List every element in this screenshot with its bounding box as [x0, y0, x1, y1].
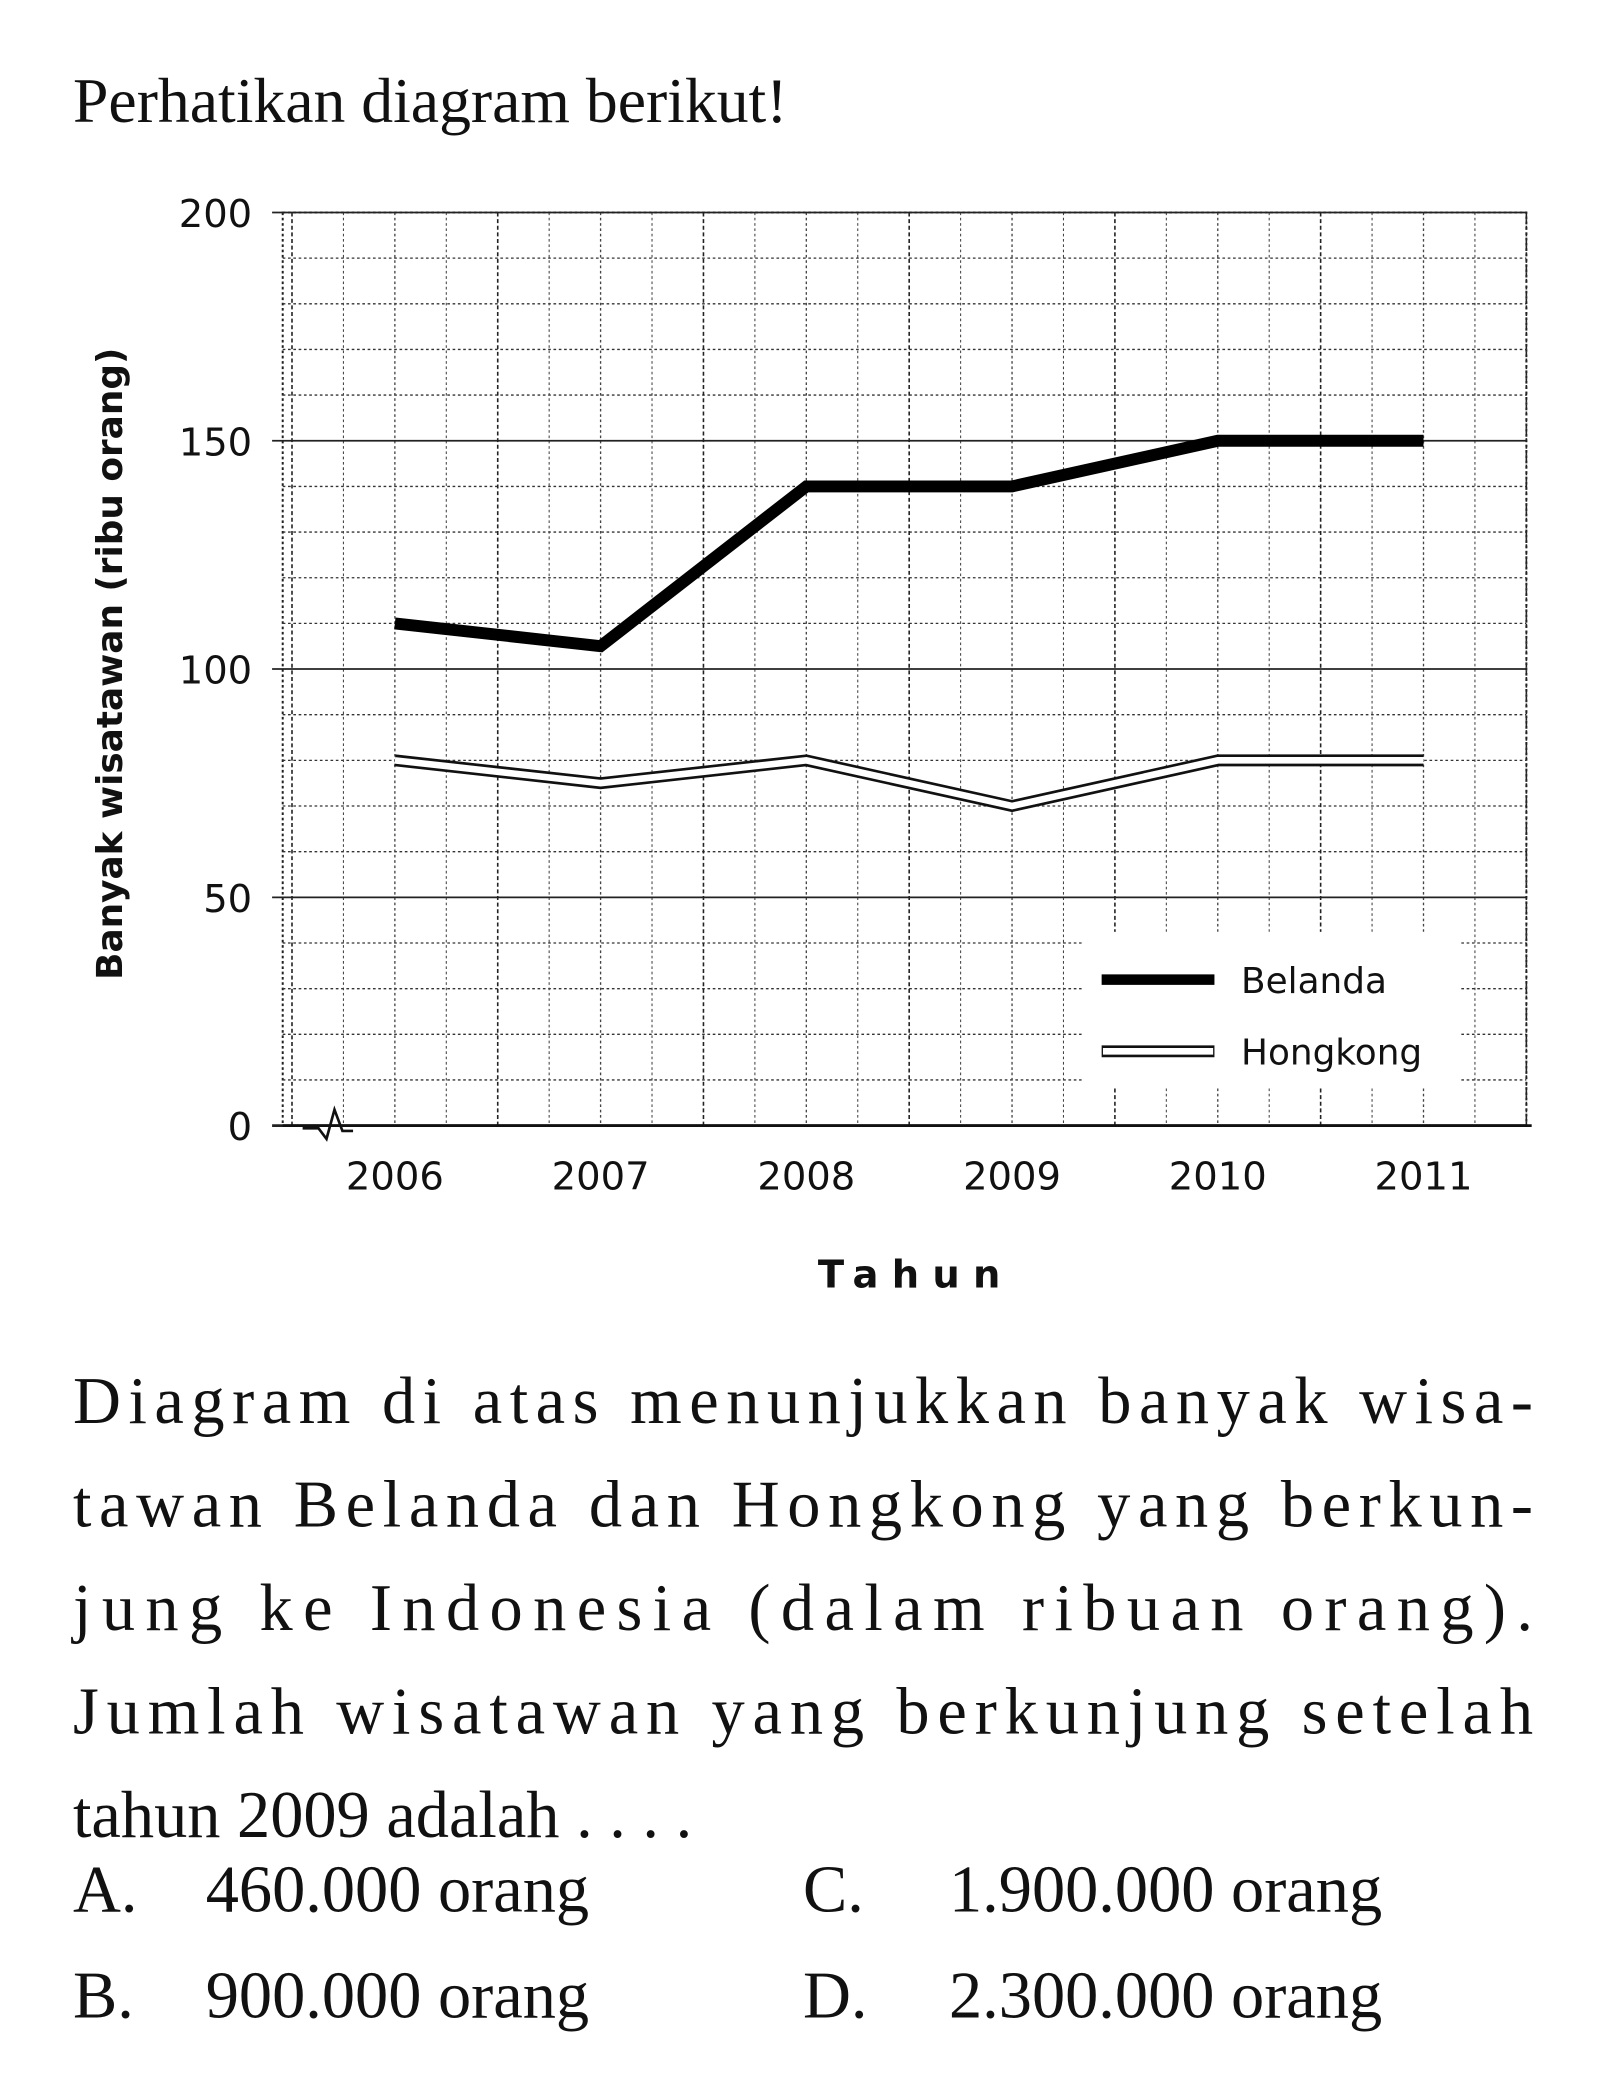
option-text: 900.000 orang	[206, 1960, 589, 2033]
option-letter: C.	[803, 1853, 864, 1926]
heading: Perhatikan diagram berikut!	[73, 65, 787, 136]
legend-box	[1081, 931, 1460, 1089]
option-text: 1.900.000 orang	[949, 1853, 1382, 1926]
question-line: tahun 2009 adalah . . . .	[73, 1779, 692, 1852]
y-tick-label: 200	[179, 192, 252, 237]
y-tick-label: 0	[228, 1105, 253, 1150]
plot	[394, 434, 1460, 1089]
option-text: 460.000 orang	[206, 1853, 589, 1926]
x-tick-label: 2007	[552, 1154, 650, 1199]
question-line: tawan Belanda dan Hongkong yang berkun-	[73, 1468, 1533, 1541]
line-belanda	[394, 434, 1424, 653]
option-text: 2.300.000 orang	[949, 1960, 1382, 2033]
y-tick-label: 100	[179, 649, 252, 694]
option-letter: D.	[803, 1960, 868, 2033]
question-line: jung ke Indonesia (dalam ribuan orang).	[71, 1572, 1533, 1645]
x-axis-label: Tahun	[818, 1253, 1014, 1298]
legend-label: Belanda	[1241, 961, 1387, 1002]
x-tick-label: 2008	[757, 1154, 855, 1199]
option-letter: A.	[73, 1853, 138, 1926]
y-tick-label: 150	[179, 420, 252, 465]
legend-label: Hongkong	[1241, 1033, 1422, 1074]
line-hongkong	[394, 757, 1424, 810]
question-line: Jumlah wisatawan yang berkunjung setelah	[73, 1676, 1533, 1749]
option-letter: B.	[73, 1960, 134, 2033]
x-tick-label: 2010	[1169, 1154, 1267, 1199]
x-tick-label: 2006	[346, 1154, 444, 1199]
y-tick-label: 50	[203, 877, 252, 922]
axis-break	[302, 1105, 354, 1142]
x-tick-label: 2011	[1375, 1154, 1473, 1199]
y-axis-label: Banyak wisatawan (ribu orang)	[90, 348, 131, 980]
x-tick-label: 2009	[963, 1154, 1061, 1199]
